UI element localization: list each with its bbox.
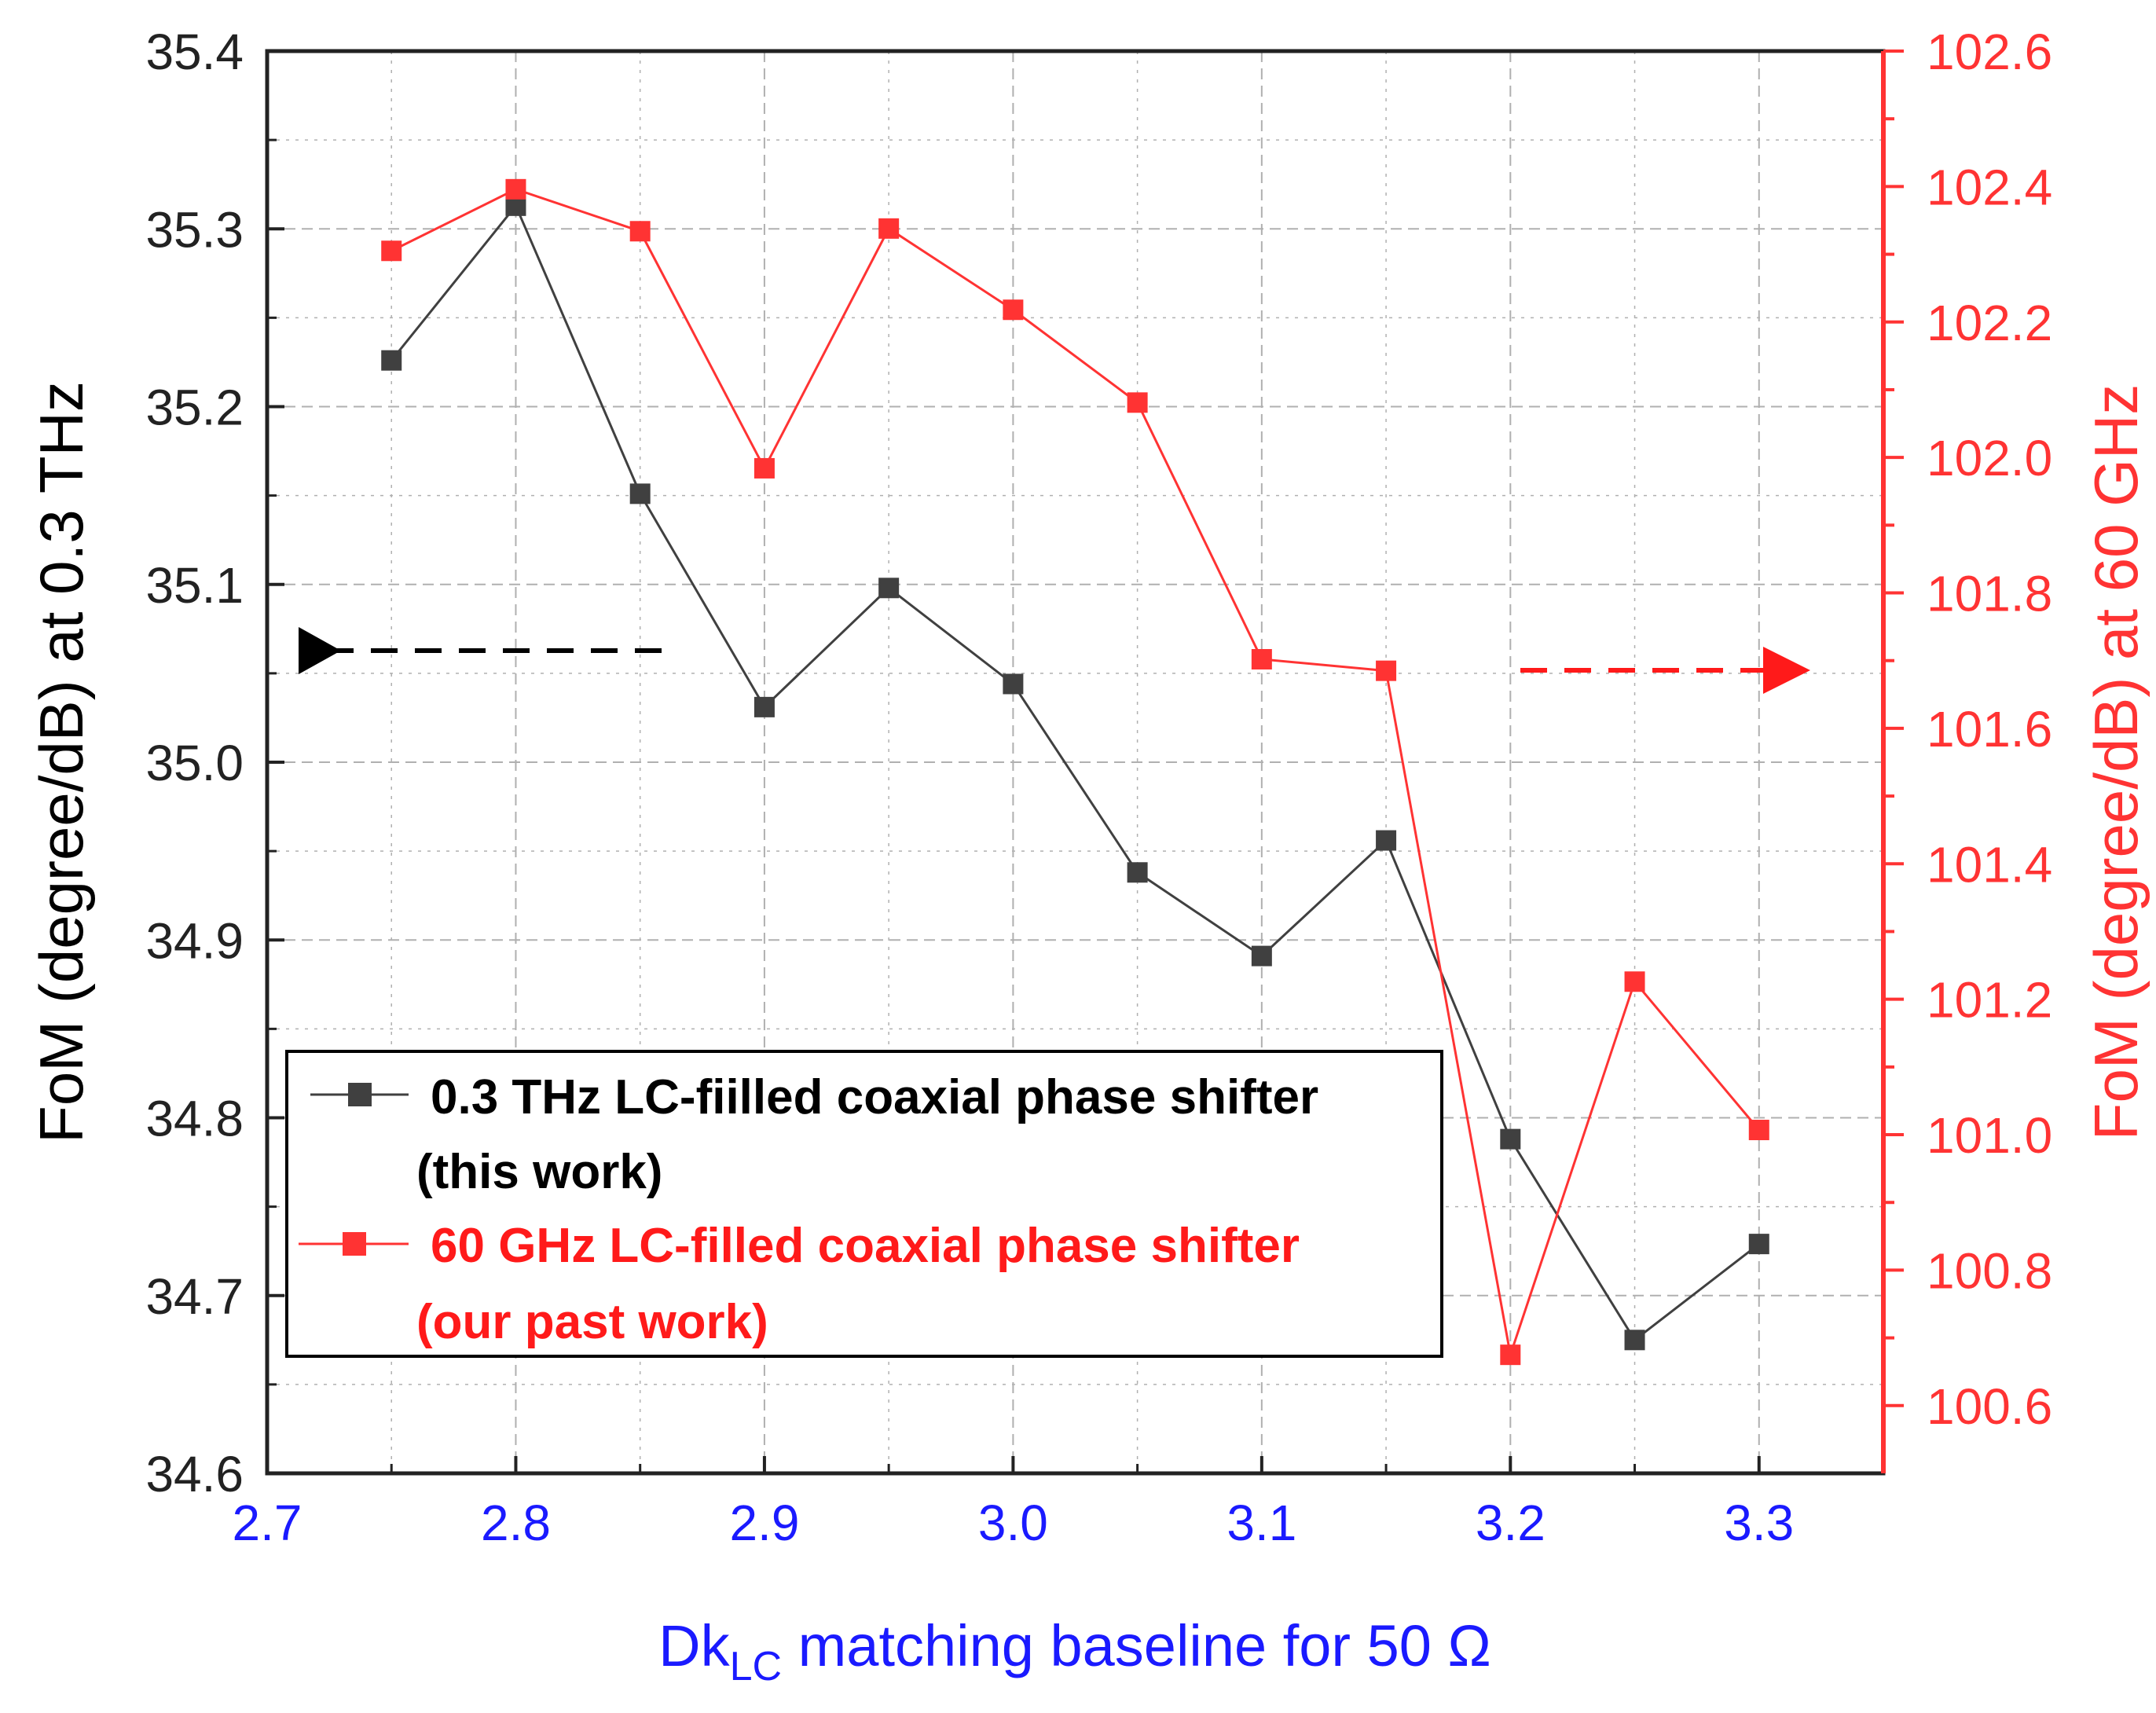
data-point-0.3thz [1127,862,1148,883]
legend-label-red: 60 GHz LC-filled coaxial phase shifter [431,1219,1300,1273]
data-point-0.3thz [1500,1128,1521,1150]
series-0.3thz [381,195,1769,1351]
left-tick-label: 35.1 [145,557,244,614]
x-axis-label-subscript: LC [730,1644,782,1689]
x-tick-label: 3.0 [978,1495,1048,1551]
data-point-60ghz [878,218,900,239]
legend-label-red-line2: (our past work) [416,1295,768,1349]
left-axis-label: FoM (degree/dB) at 0.3 THz [27,381,96,1143]
data-point-60ghz [1127,392,1148,413]
right-tick-label: 102.2 [1927,295,2052,351]
data-point-60ghz [629,221,651,242]
left-tick-label: 35.0 [145,735,244,791]
right-tick-label: 102.4 [1927,159,2052,215]
left-tick-label: 34.8 [145,1091,244,1147]
x-tick-label: 2.7 [233,1495,302,1551]
data-point-0.3thz [878,578,900,599]
x-tick-label: 2.9 [729,1495,799,1551]
left-tick-label: 34.7 [145,1268,244,1325]
data-point-60ghz [1624,971,1645,992]
data-point-60ghz [1500,1344,1521,1366]
left-tick-label: 34.6 [145,1446,244,1502]
left-tick-label: 35.4 [145,24,244,80]
data-point-0.3thz [1251,945,1272,967]
legend: 0.3 THz LC-fiilled coaxial phase shifter… [285,1050,1443,1358]
data-point-0.3thz [1376,830,1397,851]
series-60ghz [381,178,1769,1366]
x-axis-label-main: Dk [658,1613,730,1678]
right-tick-label: 100.6 [1927,1378,2052,1435]
data-point-60ghz [1003,299,1024,321]
data-point-60ghz [1376,660,1397,681]
data-point-0.3thz [381,350,402,371]
x-tick-label: 2.8 [481,1495,551,1551]
series-line-60ghz [390,188,1760,1355]
x-axis-label: DkLC matching baseline for 50 Ω [658,1613,1491,1689]
legend-box [285,1050,1443,1358]
legend-marker-black [348,1083,372,1106]
right-tick-label: 100.8 [1927,1242,2052,1299]
series-line-0.3thz [390,203,1760,1342]
right-tick-label: 101.2 [1927,972,2052,1029]
right-tick-label: 101.6 [1927,701,2052,757]
left-tick-label: 34.9 [145,912,244,969]
data-point-0.3thz [1624,1330,1645,1351]
x-tick-label: 3.2 [1476,1495,1546,1551]
left-tick-label: 35.2 [145,380,244,436]
data-point-0.3thz [1748,1234,1769,1255]
data-point-60ghz [381,240,402,262]
right-tick-label: 101.8 [1927,566,2052,622]
right-tick-label: 101.4 [1927,836,2052,893]
right-axis-label: FoM (degree/dB) at 60 GHz [2081,384,2150,1140]
data-point-0.3thz [1003,673,1024,695]
left-axis-ticks: 34.6 34.7 34.8 34.9 35.0 35.1 35.2 35.3 35.4 [145,24,284,1502]
data-point-60ghz [505,178,526,200]
data-point-60ghz [754,457,775,479]
x-tick-label: 3.3 [1724,1495,1794,1551]
right-axis-ticks: 100.6 100.8 101.0 101.2 101.4 101.6 101.8 102.0… [1883,24,2052,1435]
legend-label-black-line2: (this work) [416,1145,662,1199]
data-point-0.3thz [629,483,651,504]
right-tick-label: 102.0 [1927,430,2052,486]
legend-marker-red [343,1232,366,1256]
x-tick-label: 3.1 [1226,1495,1296,1551]
data-point-60ghz [1251,648,1272,669]
data-point-0.3thz [754,696,775,717]
legend-label-black: 0.3 THz LC-fiilled coaxial phase shifter [431,1070,1318,1124]
right-tick-label: 101.0 [1927,1107,2052,1164]
data-point-60ghz [1748,1120,1769,1141]
right-tick-label: 102.6 [1927,24,2052,80]
x-axis-label-rest: matching baseline for 50 Ω [782,1613,1491,1678]
x-axis-ticks: 2.7 2.8 2.9 3.0 3.1 3.2 3.3 [233,1456,1794,1551]
left-tick-label: 35.3 [145,201,244,258]
